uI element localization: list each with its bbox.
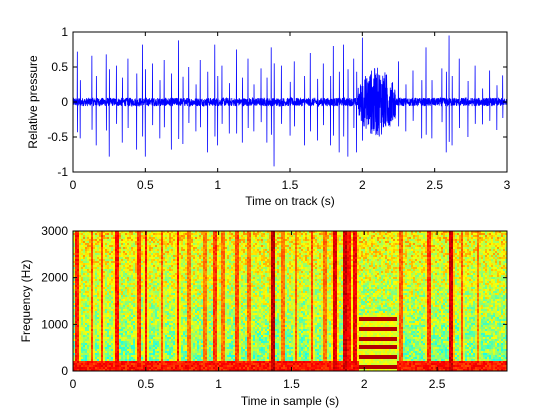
waveform-plot: 0 0.5 1 1.5 2 2.5 3 -1 -0.5 0 0.5 1 Time on track … [26, 25, 511, 208]
spectrogram-plot: 0 0.5 1 1.5 2 2.5 0 1000 2000 3000 Time in sampl… [19, 224, 508, 408]
spectrogram-x-tick-label: 1 [215, 377, 222, 391]
waveform-x-tick-label: 0 [70, 178, 77, 192]
spectrogram-x-tick-label: 0.5 [137, 377, 154, 391]
waveform-plot-frame [72, 31, 508, 173]
waveform-y-tick-label: 0.5 [51, 60, 68, 74]
spectrogram-x-axis-label: Time in sample (s) [241, 394, 339, 408]
waveform-x-axis-label: Time on track (s) [245, 194, 335, 208]
spectrogram-x-tick-label: 2.5 [429, 377, 446, 391]
spectrogram-x-axis: 0 0.5 1 1.5 2 2.5 [70, 231, 446, 391]
waveform-y-tick-label: -0.5 [47, 130, 68, 144]
spectrogram-y-tick-label: 1000 [41, 317, 68, 331]
waveform-x-tick-label: 1.5 [282, 178, 299, 192]
spectrogram-y-tick-label: 0 [61, 364, 68, 378]
spectrogram-x-tick-label: 1.5 [283, 377, 300, 391]
waveform-x-tick-label: 2 [359, 178, 366, 192]
spectrogram-plot-frame [72, 230, 508, 372]
waveform-y-tick-label: 1 [61, 25, 68, 39]
spectrogram-y-tick-label: 3000 [41, 224, 68, 238]
waveform-x-tick-label: 3 [504, 178, 511, 192]
waveform-y-tick-label: -1 [57, 165, 68, 179]
spectrogram-heatmap [73, 231, 507, 371]
waveform-x-tick-label: 2.5 [426, 178, 443, 192]
spectrogram-y-axis-label: Frequency (Hz) [19, 260, 33, 343]
spectrogram-x-tick-label: 0 [70, 377, 77, 391]
waveform-series-line [73, 35, 507, 167]
waveform-y-tick-label: 0 [61, 95, 68, 109]
spectrogram-y-tick-label: 2000 [41, 271, 68, 285]
spectrogram-y-axis: 0 1000 2000 3000 [41, 224, 507, 378]
waveform-x-tick-label: 0.5 [137, 178, 154, 192]
waveform-x-tick-label: 1 [214, 178, 221, 192]
spectrogram-x-tick-label: 2 [361, 377, 368, 391]
waveform-y-axis-label: Relative pressure [26, 55, 40, 149]
